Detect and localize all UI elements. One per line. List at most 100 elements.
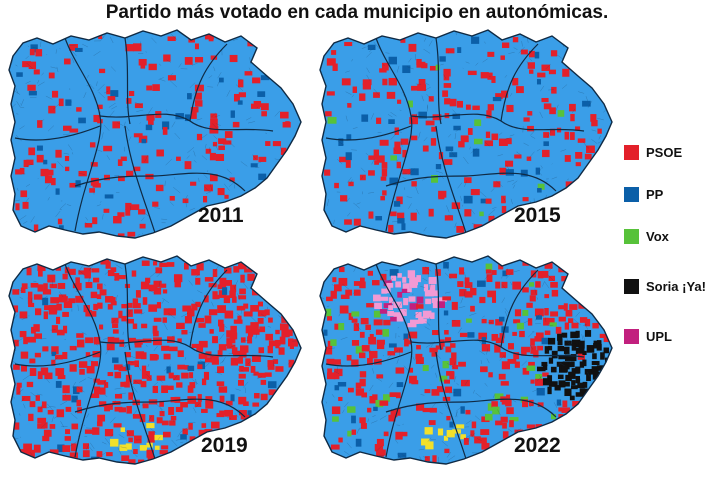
municipality-cell: [257, 301, 263, 307]
municipality-cell: [215, 153, 225, 161]
municipality-cell: [125, 374, 132, 383]
municipality-cell: [395, 367, 405, 374]
municipality-cell: [460, 434, 466, 440]
municipality-cell: [169, 420, 176, 426]
map-year-label: 2019: [201, 434, 248, 457]
municipality-cell: [211, 359, 219, 365]
municipality-cell: [373, 310, 381, 318]
municipality-cell: [429, 347, 438, 353]
municipality-cell: [407, 340, 412, 345]
municipality-cell: [163, 54, 171, 62]
municipality-cell: [382, 190, 387, 196]
municipality-cell: [93, 303, 98, 311]
municipality-cell: [582, 350, 587, 356]
municipality-cell: [222, 140, 232, 145]
municipality-cell: [563, 346, 570, 355]
municipality-cell: [86, 365, 95, 374]
municipality-cell: [493, 181, 501, 188]
municipality-cell: [163, 353, 171, 360]
municipality-cell: [268, 340, 278, 347]
municipality-cell: [340, 294, 350, 300]
municipality-cell: [368, 336, 377, 345]
municipality-cell: [267, 365, 275, 370]
municipality-cell: [422, 310, 432, 319]
municipality-cell: [417, 84, 427, 91]
municipality-cell: [159, 262, 168, 268]
municipality-cell: [558, 354, 567, 360]
municipality-cell: [288, 329, 293, 336]
municipality-cell: [57, 444, 65, 453]
map-title: Partido más votado en cada municipio en …: [105, 2, 609, 23]
municipality-cell: [146, 85, 153, 91]
municipality-cell: [26, 449, 35, 458]
municipality-cell: [393, 312, 402, 318]
municipality-cell: [201, 423, 207, 428]
municipality-cell: [51, 346, 59, 355]
municipality-cell: [374, 160, 379, 165]
municipality-cell: [126, 302, 133, 308]
municipality-cell: [582, 100, 591, 107]
municipality-cell: [40, 168, 49, 177]
municipality-cell: [570, 385, 578, 390]
municipality-cell: [41, 422, 48, 429]
municipality-cell: [341, 78, 351, 86]
municipality-cell: [140, 63, 146, 69]
region-map-2019: [8, 255, 302, 465]
municipality-cell: [403, 298, 409, 306]
municipality-cell: [396, 382, 404, 388]
municipality-cell: [187, 385, 194, 393]
municipality-cell: [501, 361, 510, 370]
municipality-cell: [58, 98, 64, 107]
municipality-cell: [51, 359, 56, 366]
municipality-cell: [379, 139, 389, 146]
municipality-cell: [603, 347, 609, 354]
municipality-cell: [187, 365, 195, 371]
municipality-cell: [154, 434, 163, 441]
municipality-cell: [376, 438, 384, 447]
municipality-cell: [141, 371, 150, 379]
municipality-cell: [499, 352, 507, 358]
municipality-cell: [345, 289, 353, 296]
municipality-cell: [401, 288, 410, 293]
municipality-cell: [161, 345, 170, 351]
municipality-cell: [188, 423, 193, 430]
municipality-cell: [92, 217, 98, 225]
municipality-cell: [91, 268, 100, 273]
municipality-cell: [27, 84, 36, 91]
municipality-cell: [83, 267, 91, 276]
municipality-cell: [368, 211, 374, 219]
municipality-cell: [452, 113, 461, 119]
municipality-cell: [396, 196, 403, 205]
municipality-cell: [43, 159, 48, 165]
municipality-cell: [259, 326, 266, 333]
municipality-cell: [49, 424, 56, 429]
municipality-cell: [159, 283, 167, 288]
municipality-cell: [430, 312, 435, 319]
municipality-cell: [425, 441, 434, 450]
municipality-cell: [537, 188, 542, 193]
municipality-cell: [544, 262, 553, 269]
municipality-cell: [561, 332, 568, 338]
municipality-cell: [501, 399, 509, 405]
municipality-cell: [90, 162, 98, 167]
municipality-cell: [51, 177, 56, 186]
municipality-cell: [425, 298, 432, 305]
municipality-cell: [498, 373, 506, 380]
municipality-cell: [264, 372, 272, 377]
municipality-cell: [218, 344, 227, 351]
municipality-cell: [119, 444, 128, 451]
municipality-cell: [526, 365, 536, 371]
municipality-cell: [28, 413, 34, 422]
municipality-cell: [236, 305, 246, 311]
municipality-cell: [582, 359, 587, 367]
municipality-cell: [37, 423, 45, 429]
municipality-cell: [289, 343, 294, 350]
municipality-cell: [16, 72, 23, 77]
municipality-cell: [415, 357, 424, 364]
municipality-cell: [121, 455, 130, 462]
municipality-cell: [338, 437, 343, 443]
municipality-cell: [229, 338, 236, 344]
municipality-cell: [516, 86, 524, 94]
municipality-cell: [375, 399, 384, 408]
municipality-cell: [260, 103, 269, 111]
